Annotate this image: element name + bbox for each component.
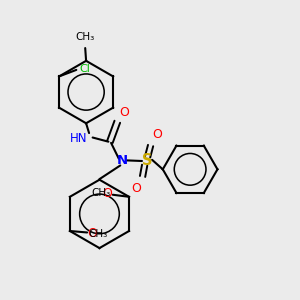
Text: CH₃: CH₃ — [89, 229, 108, 239]
Text: S: S — [142, 153, 152, 168]
Text: Cl: Cl — [79, 64, 90, 74]
Text: CH₃: CH₃ — [75, 32, 94, 41]
Text: O: O — [131, 182, 141, 195]
Text: CH₃: CH₃ — [91, 188, 110, 198]
Text: HN: HN — [70, 132, 87, 145]
Text: O: O — [88, 227, 98, 241]
Text: O: O — [102, 187, 112, 200]
Text: N: N — [117, 154, 128, 167]
Text: O: O — [152, 128, 162, 141]
Text: O: O — [120, 106, 130, 119]
